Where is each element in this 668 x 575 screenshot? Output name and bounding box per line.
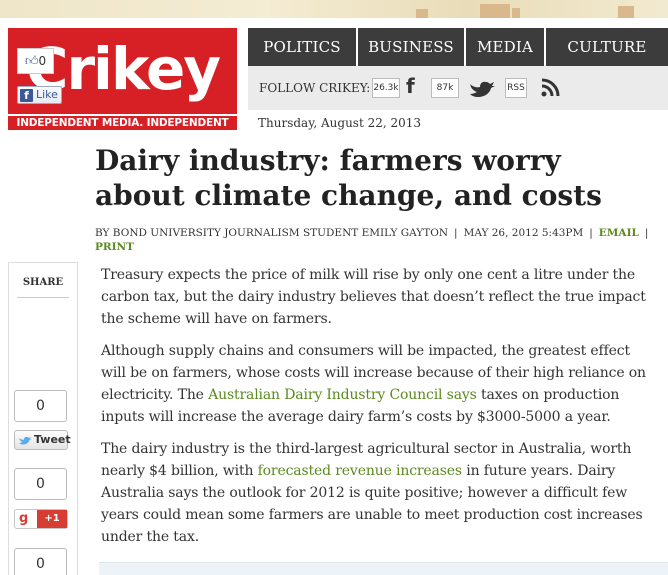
google-plus-icon: g	[19, 511, 29, 526]
article-body: Treasury expects the price of milk will …	[101, 264, 656, 558]
crikey-logo[interactable]: Crikey INDEPENDENT MEDIA. INDEPENDENT MI…	[8, 28, 237, 144]
share-count-bubble: 0	[14, 548, 67, 575]
email-link[interactable]: EMAIL	[598, 227, 639, 239]
like-count: 0	[38, 54, 47, 68]
article-paragraph-3: The dairy industry is the third-largest …	[101, 438, 656, 548]
byline-date: MAY 26, 2012 5:43PM	[463, 227, 584, 239]
paragraph-text: in future years. Dairy Australia says th…	[101, 463, 643, 545]
nav-item-culture[interactable]: CULTURE	[567, 38, 647, 56]
rss-label: RSS	[505, 78, 527, 98]
adic-link[interactable]: Australian Dairy Industry Council says	[208, 387, 477, 403]
byline-author: BY BOND UNIVERSITY JOURNALISM STUDENT EM…	[95, 227, 449, 239]
nav-item-business[interactable]: BUSINESS	[358, 28, 466, 66]
share-label: SHARE	[22, 277, 64, 288]
plus-one-label: +1	[37, 510, 67, 528]
paragraph-text: Although supply chains and consumers wil…	[101, 343, 646, 403]
logo-tagline: INDEPENDENT MEDIA. INDEPENDENT MINDS.	[8, 114, 237, 144]
tweet-count-bubble: 0	[14, 390, 67, 422]
tweet-label: Tweet	[34, 433, 71, 446]
nav-item-politics[interactable]: POLITICS	[248, 28, 358, 66]
share-divider	[17, 297, 69, 298]
article-byline: BY BOND UNIVERSITY JOURNALISM STUDENT EM…	[95, 227, 649, 253]
main-nav: POLITICS BUSINESS MEDIA CULTURE	[248, 28, 668, 66]
inline-box	[99, 562, 668, 575]
facebook-follower-count: 26.3k	[372, 78, 400, 98]
current-date: Thursday, August 22, 2013	[258, 116, 422, 130]
tweet-button[interactable]: Tweet	[14, 430, 71, 450]
article-paragraph-2: Although supply chains and consumers wil…	[101, 340, 656, 428]
article-paragraph-1: Treasury expects the price of milk will …	[101, 267, 646, 327]
facebook-icon[interactable]: f	[406, 74, 415, 98]
top-banner-strip	[0, 0, 668, 18]
article-title: Dairy industry: farmers worry about clim…	[95, 144, 602, 212]
revenue-forecast-link[interactable]: forecasted revenue increases	[257, 463, 462, 479]
twitter-follower-count: 87k	[431, 78, 459, 98]
share-sidebar: SHARE	[8, 262, 78, 575]
paragraph-text: taxes on production inputs will increase…	[101, 387, 620, 425]
like-count-box[interactable]: 👍︎0	[17, 48, 54, 74]
google-plus-button[interactable]: g +1	[14, 509, 68, 529]
thumbs-up-icon: 👍︎	[24, 54, 39, 69]
twitter-bird-icon	[19, 436, 32, 445]
gplus-count-bubble: 0	[14, 468, 67, 500]
facebook-like-button[interactable]: f Like	[17, 86, 62, 104]
nav-item-media[interactable]: MEDIA	[466, 28, 546, 66]
paragraph-text: The dairy industry is the third-largest …	[101, 441, 632, 479]
rss-icon[interactable]	[540, 78, 560, 98]
follow-label: FOLLOW CRIKEY:	[259, 81, 371, 95]
like-label: Like	[36, 88, 58, 101]
follow-bar: FOLLOW CRIKEY: 26.3k f 87k RSS	[248, 66, 668, 110]
facebook-icon: f	[20, 89, 33, 102]
print-link[interactable]: PRINT	[95, 241, 134, 253]
twitter-bird-icon[interactable]	[468, 78, 496, 98]
